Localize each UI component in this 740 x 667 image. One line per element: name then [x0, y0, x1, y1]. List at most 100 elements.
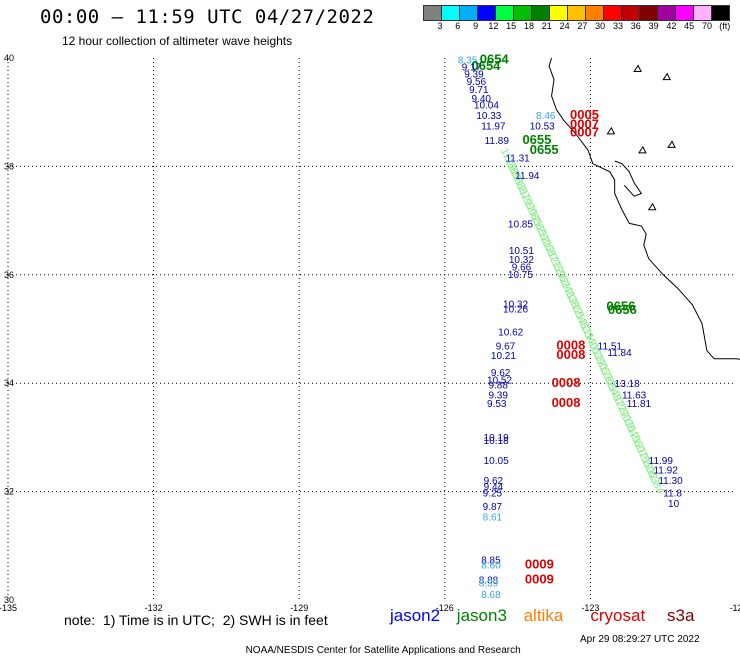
- wave-height-label: 8.88: [479, 576, 499, 587]
- wave-height-label: 10.19: [484, 433, 509, 444]
- longitude-label: -135: [0, 603, 17, 613]
- pass-time-label: 0007: [570, 125, 599, 140]
- wave-height-label: 11.51: [598, 342, 623, 353]
- wave-height-label: 11.99: [649, 456, 674, 467]
- legend-label: 15: [506, 21, 517, 31]
- satellite-name: jason3: [456, 606, 507, 625]
- wave-height-label: 11.92: [653, 466, 678, 477]
- legend-label: 33: [612, 21, 624, 31]
- pass-time-label: 0655: [530, 142, 559, 157]
- pass-time-label: 0655: [522, 132, 551, 147]
- legend-label: 70: [701, 21, 713, 31]
- wave-height-label: 10.21: [491, 351, 516, 362]
- inland-lake: [637, 145, 647, 154]
- wave-height-label: 9.62: [484, 476, 504, 487]
- legend-label: 42: [666, 21, 677, 31]
- latitude-label: 36: [4, 270, 14, 280]
- wave-height-label: 9.39: [464, 70, 484, 81]
- pass-time-label: 0654: [471, 58, 501, 73]
- wave-height-label: 11.89: [485, 136, 510, 147]
- inland-lake: [667, 140, 676, 148]
- wave-height-label: 11.81: [627, 399, 652, 410]
- satellite-name: s3a: [667, 606, 695, 625]
- wave-height-label: 10.62: [498, 328, 523, 339]
- pass-time-label: 0008: [552, 395, 581, 410]
- color-scale-labels: 3 6 9 12 15 18 21 24 27 30 33 36 39 42 45 70 (ft): [423, 21, 740, 33]
- latitude-label: 30: [4, 595, 14, 605]
- legend-label: 9: [473, 21, 479, 31]
- bay-outline: [614, 160, 643, 197]
- coastline: [548, 57, 740, 360]
- wave-height-label: 10.51: [509, 246, 534, 257]
- pass-time-label: 0005: [570, 107, 599, 122]
- pass-time-label: 0008: [552, 375, 581, 390]
- legend-label: 24: [559, 21, 570, 31]
- inland-lake: [606, 126, 616, 135]
- wave-height-label: 8.46: [536, 111, 556, 122]
- pass-time-label: 0008: [556, 347, 585, 362]
- credit-line: NOAA/NESDIS Center for Satellite Applica…: [240, 634, 700, 667]
- wave-height-label: 10.52: [487, 376, 512, 387]
- wave-height-label: 9.53: [487, 399, 507, 410]
- wave-height-label: 8.60: [481, 561, 501, 572]
- latitude-label: 32: [4, 487, 14, 497]
- legend-label: 45: [684, 21, 695, 31]
- wave-height-label: 10.85: [508, 220, 533, 231]
- wave-height-label: 11.94: [515, 171, 540, 182]
- wave-height-label: 10.05: [484, 456, 509, 467]
- legend-label: 27: [577, 21, 588, 31]
- legend-label: 30: [595, 21, 606, 31]
- longitude-label: -132: [145, 603, 163, 613]
- longitude-label: -126: [436, 603, 454, 613]
- wave-height-label: 9.40: [471, 94, 491, 105]
- latitude-label: 34: [4, 378, 14, 388]
- wave-height-label: 9.39: [488, 390, 508, 401]
- wave-height-label: 10.53: [530, 122, 555, 133]
- wave-height-label: 11.30: [658, 476, 683, 487]
- legend-label: 21: [541, 21, 552, 31]
- longitude-label: -129: [290, 603, 308, 613]
- wave-height-label: 11.8: [663, 488, 682, 499]
- legend-label: 6: [455, 21, 461, 31]
- wave-height-label: 10.32: [509, 255, 534, 266]
- longitude-label: -123: [581, 603, 599, 613]
- latitude-label: 40: [4, 53, 14, 63]
- inland-lake: [633, 64, 642, 73]
- satellite-name: jason2: [390, 606, 441, 625]
- page-title: 00:00 – 11:59 UTC 04/27/2022: [40, 6, 375, 28]
- wave-height-label: 10.18: [484, 436, 509, 447]
- pass-time-label: 0009: [525, 572, 554, 587]
- wave-height-label: 9.71: [469, 85, 489, 96]
- pass-time-label: 0008: [556, 338, 585, 353]
- legend-label: 39: [648, 21, 659, 31]
- latitude-label: 38: [4, 161, 14, 171]
- credit-text: NOAA/NESDIS Center for Satellite Applica…: [245, 645, 521, 656]
- wave-height-label: 8.68: [481, 590, 501, 601]
- wave-height-label: 11.63: [622, 390, 647, 401]
- page-subtitle: 12 hour collection of altimeter wave hei…: [62, 34, 293, 48]
- pass-time-label: 0656: [606, 299, 635, 314]
- longitude-label: -12: [729, 603, 740, 613]
- inland-lake: [647, 202, 657, 211]
- wave-height-label: 10: [668, 499, 680, 510]
- pass-time-label: 0656: [608, 302, 637, 317]
- wave-height-label: 9.62: [491, 368, 511, 379]
- wave-height-label: 10.75: [508, 270, 533, 281]
- legend-swatch: [711, 5, 730, 21]
- wave-height-label: 13.18: [615, 379, 640, 390]
- wave-height-label: 9.56: [467, 77, 487, 88]
- wave-height-label: 9.67: [496, 342, 516, 353]
- wave-height-label: 10.32: [503, 299, 528, 310]
- satellite-name: cryosat: [590, 606, 646, 625]
- wave-height-label: 10.04: [474, 100, 499, 111]
- wave-height-label: 9.88: [488, 381, 508, 392]
- wave-height-label: 11.31: [505, 154, 530, 165]
- wave-height-label: 9.17: [462, 62, 482, 73]
- wave-height-map: 12.8812.9812.8812.7912.9012.8512.6512.92…: [0, 51, 740, 613]
- wave-height-label: 8.85: [481, 556, 501, 567]
- satellite-name: altika: [523, 606, 564, 625]
- legend-label: 18: [523, 21, 535, 31]
- timestamp: Apr 29 08:29:27 UTC 2022: [580, 634, 700, 645]
- wave-height-label: 9.87: [483, 502, 503, 513]
- wave-height-label: 10.26: [503, 305, 528, 316]
